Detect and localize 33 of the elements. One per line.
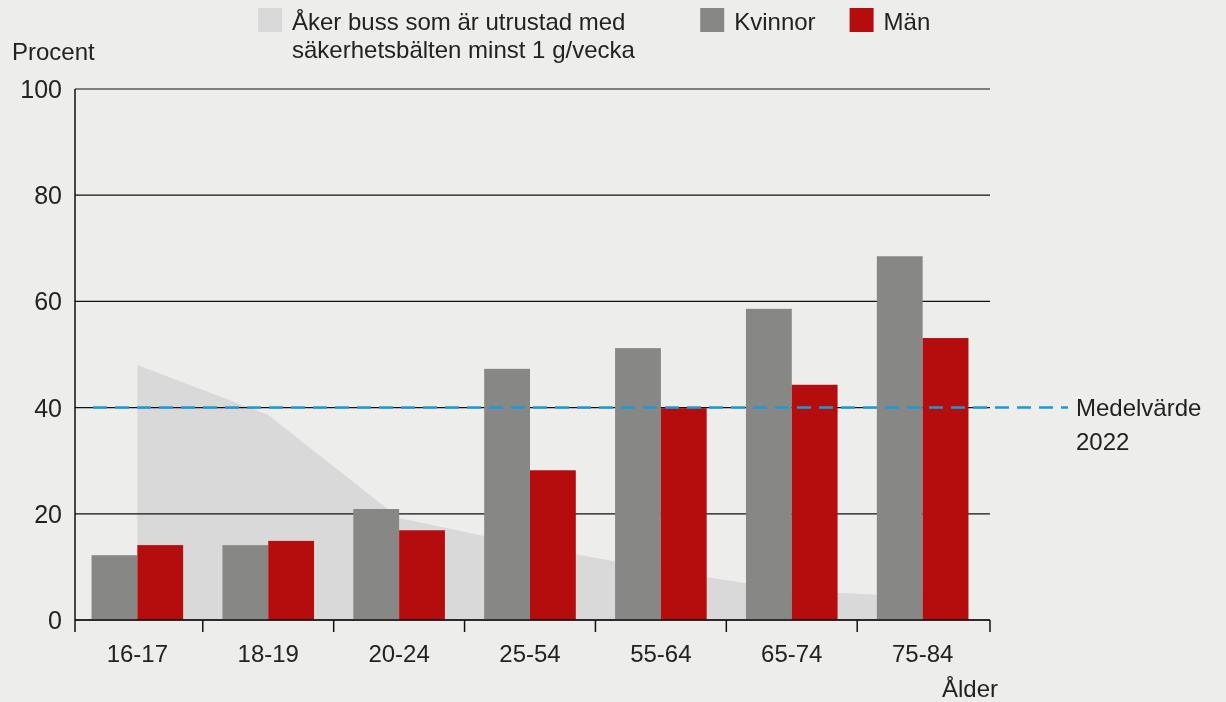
x-tick-label: 65-74 [761,640,823,667]
x-tick-label: 20-24 [368,640,430,667]
bar [353,509,400,620]
y-tick-label: 20 [34,499,62,528]
legend-label: Kvinnor [734,8,816,35]
bar [137,545,184,620]
x-tick-label: 25-54 [499,640,561,667]
x-tick-label: 55-64 [630,640,692,667]
y-tick-label: 0 [48,606,62,634]
bar [660,408,707,620]
x-tick-label: 18-19 [237,640,299,667]
bar [91,555,138,620]
bar [268,540,315,620]
bar [745,308,792,620]
bar [530,470,576,620]
y-tick-label: 60 [34,287,62,316]
x-axis-title: Ålder [941,675,998,702]
y-tick-label: 80 [34,181,62,210]
bar [876,256,923,620]
bar [399,530,445,620]
y-axis-title: Procent [12,38,96,65]
bar [922,338,969,620]
bar [791,384,838,620]
y-tick-label: 40 [34,393,62,422]
legend-label: Män [883,8,931,35]
bar [222,545,269,620]
bar [484,368,530,620]
y-tick-label: 100 [20,75,62,103]
legend-label: Åker buss som är utrustad med säkerhetsbälten minst 1 g/vecka [292,8,636,63]
x-tick-label: 16-17 [106,640,169,667]
ref-line-label: Medelvärde 2022 [1076,393,1202,455]
x-tick-label: 75-84 [891,640,954,667]
bar [615,348,661,620]
